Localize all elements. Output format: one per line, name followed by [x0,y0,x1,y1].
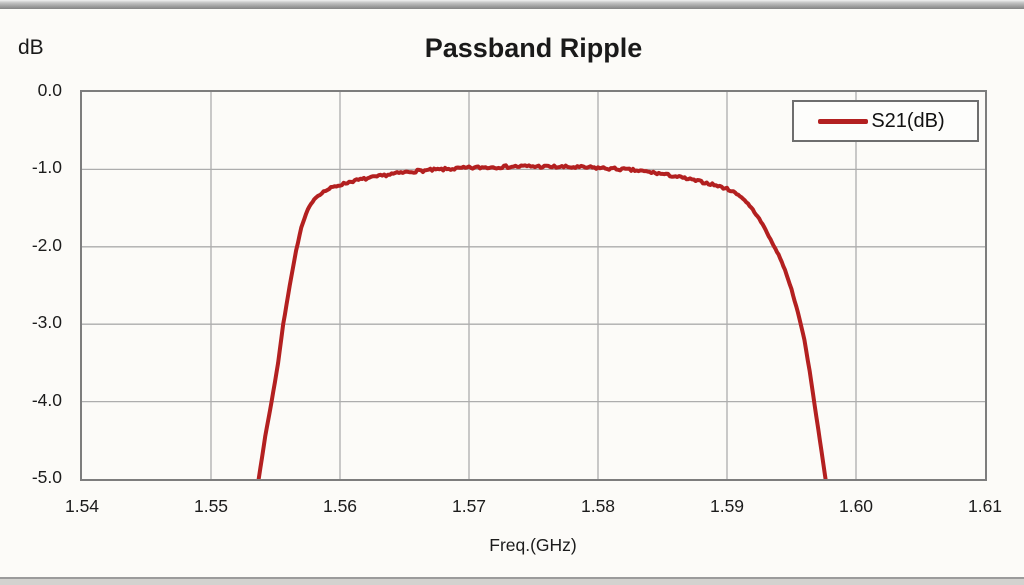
y-tick-label: -2.0 [31,234,62,255]
y-tick-label: -3.0 [31,312,62,333]
y-tick-label: -5.0 [31,467,62,487]
legend-box: S21(dB) [792,100,979,142]
plot-svg [82,92,985,479]
legend-line-swatch [818,118,869,124]
legend-series-label: S21(dB) [871,109,945,132]
y-tick-label: -4.0 [31,389,62,410]
s21-curve [256,163,828,479]
y-tick-label: 0.0 [37,80,62,100]
top-edge-bar [0,0,1024,9]
x-tick-label: 1.56 [322,496,358,516]
x-tick-label: 1.60 [838,496,874,516]
x-tick-label: 1.54 [64,496,100,516]
x-axis-label: Freq.(GHz) [489,535,577,555]
x-tick-label: 1.55 [193,496,229,516]
x-tick-label: 1.61 [967,496,1003,516]
x-tick-label: 1.58 [580,496,616,516]
x-tick-label: 1.57 [451,496,487,516]
plot-area [80,90,987,481]
y-tick-label: -1.0 [31,157,62,178]
x-tick-label: 1.59 [709,496,745,516]
chart-title: Passband Ripple [424,33,643,63]
y-axis-unit-label: dB [18,36,44,59]
bottom-edge-bar [0,577,1024,585]
